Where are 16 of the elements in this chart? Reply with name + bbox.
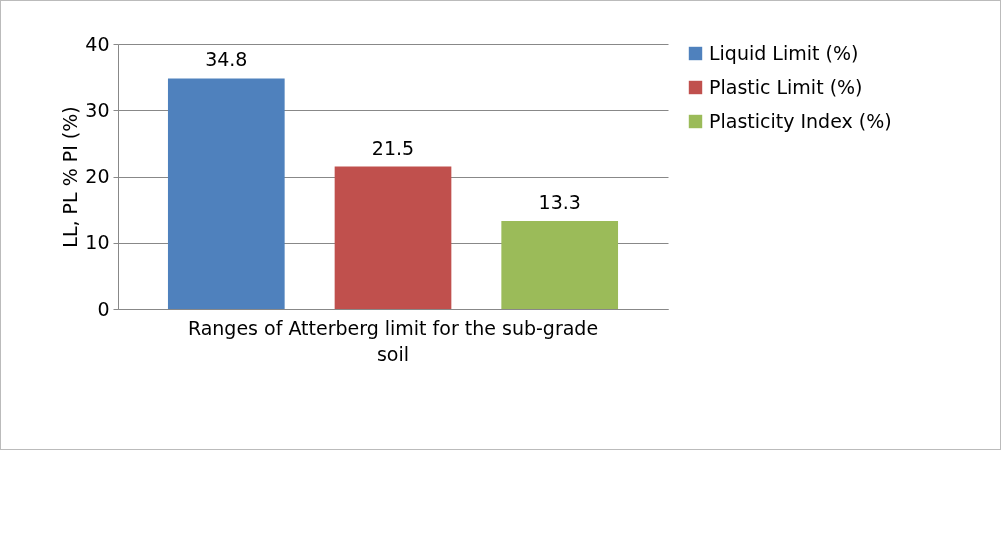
bar — [167, 78, 285, 309]
y-tick-label: 40 — [85, 32, 110, 55]
data-label: 13.3 — [538, 190, 581, 213]
legend-label: Plastic Limit (%) — [709, 75, 863, 98]
legend-label: Plasticity Index (%) — [709, 109, 892, 132]
y-tick-label: 20 — [85, 165, 110, 187]
y-axis-title: LL, PL % PI (%) — [59, 106, 82, 248]
legend-label: Liquid Limit (%) — [709, 41, 859, 64]
bar — [501, 220, 619, 309]
y-tick-label: 0 — [97, 297, 110, 320]
data-label: 21.5 — [371, 136, 415, 159]
x-tick-label: Ranges of Atterberg limit for the sub-grade soil — [187, 316, 599, 365]
y-tick-label: 10 — [85, 231, 110, 254]
data-label: 34.8 — [205, 48, 248, 71]
y-tick-label: 30 — [85, 98, 110, 121]
bar — [334, 166, 452, 309]
